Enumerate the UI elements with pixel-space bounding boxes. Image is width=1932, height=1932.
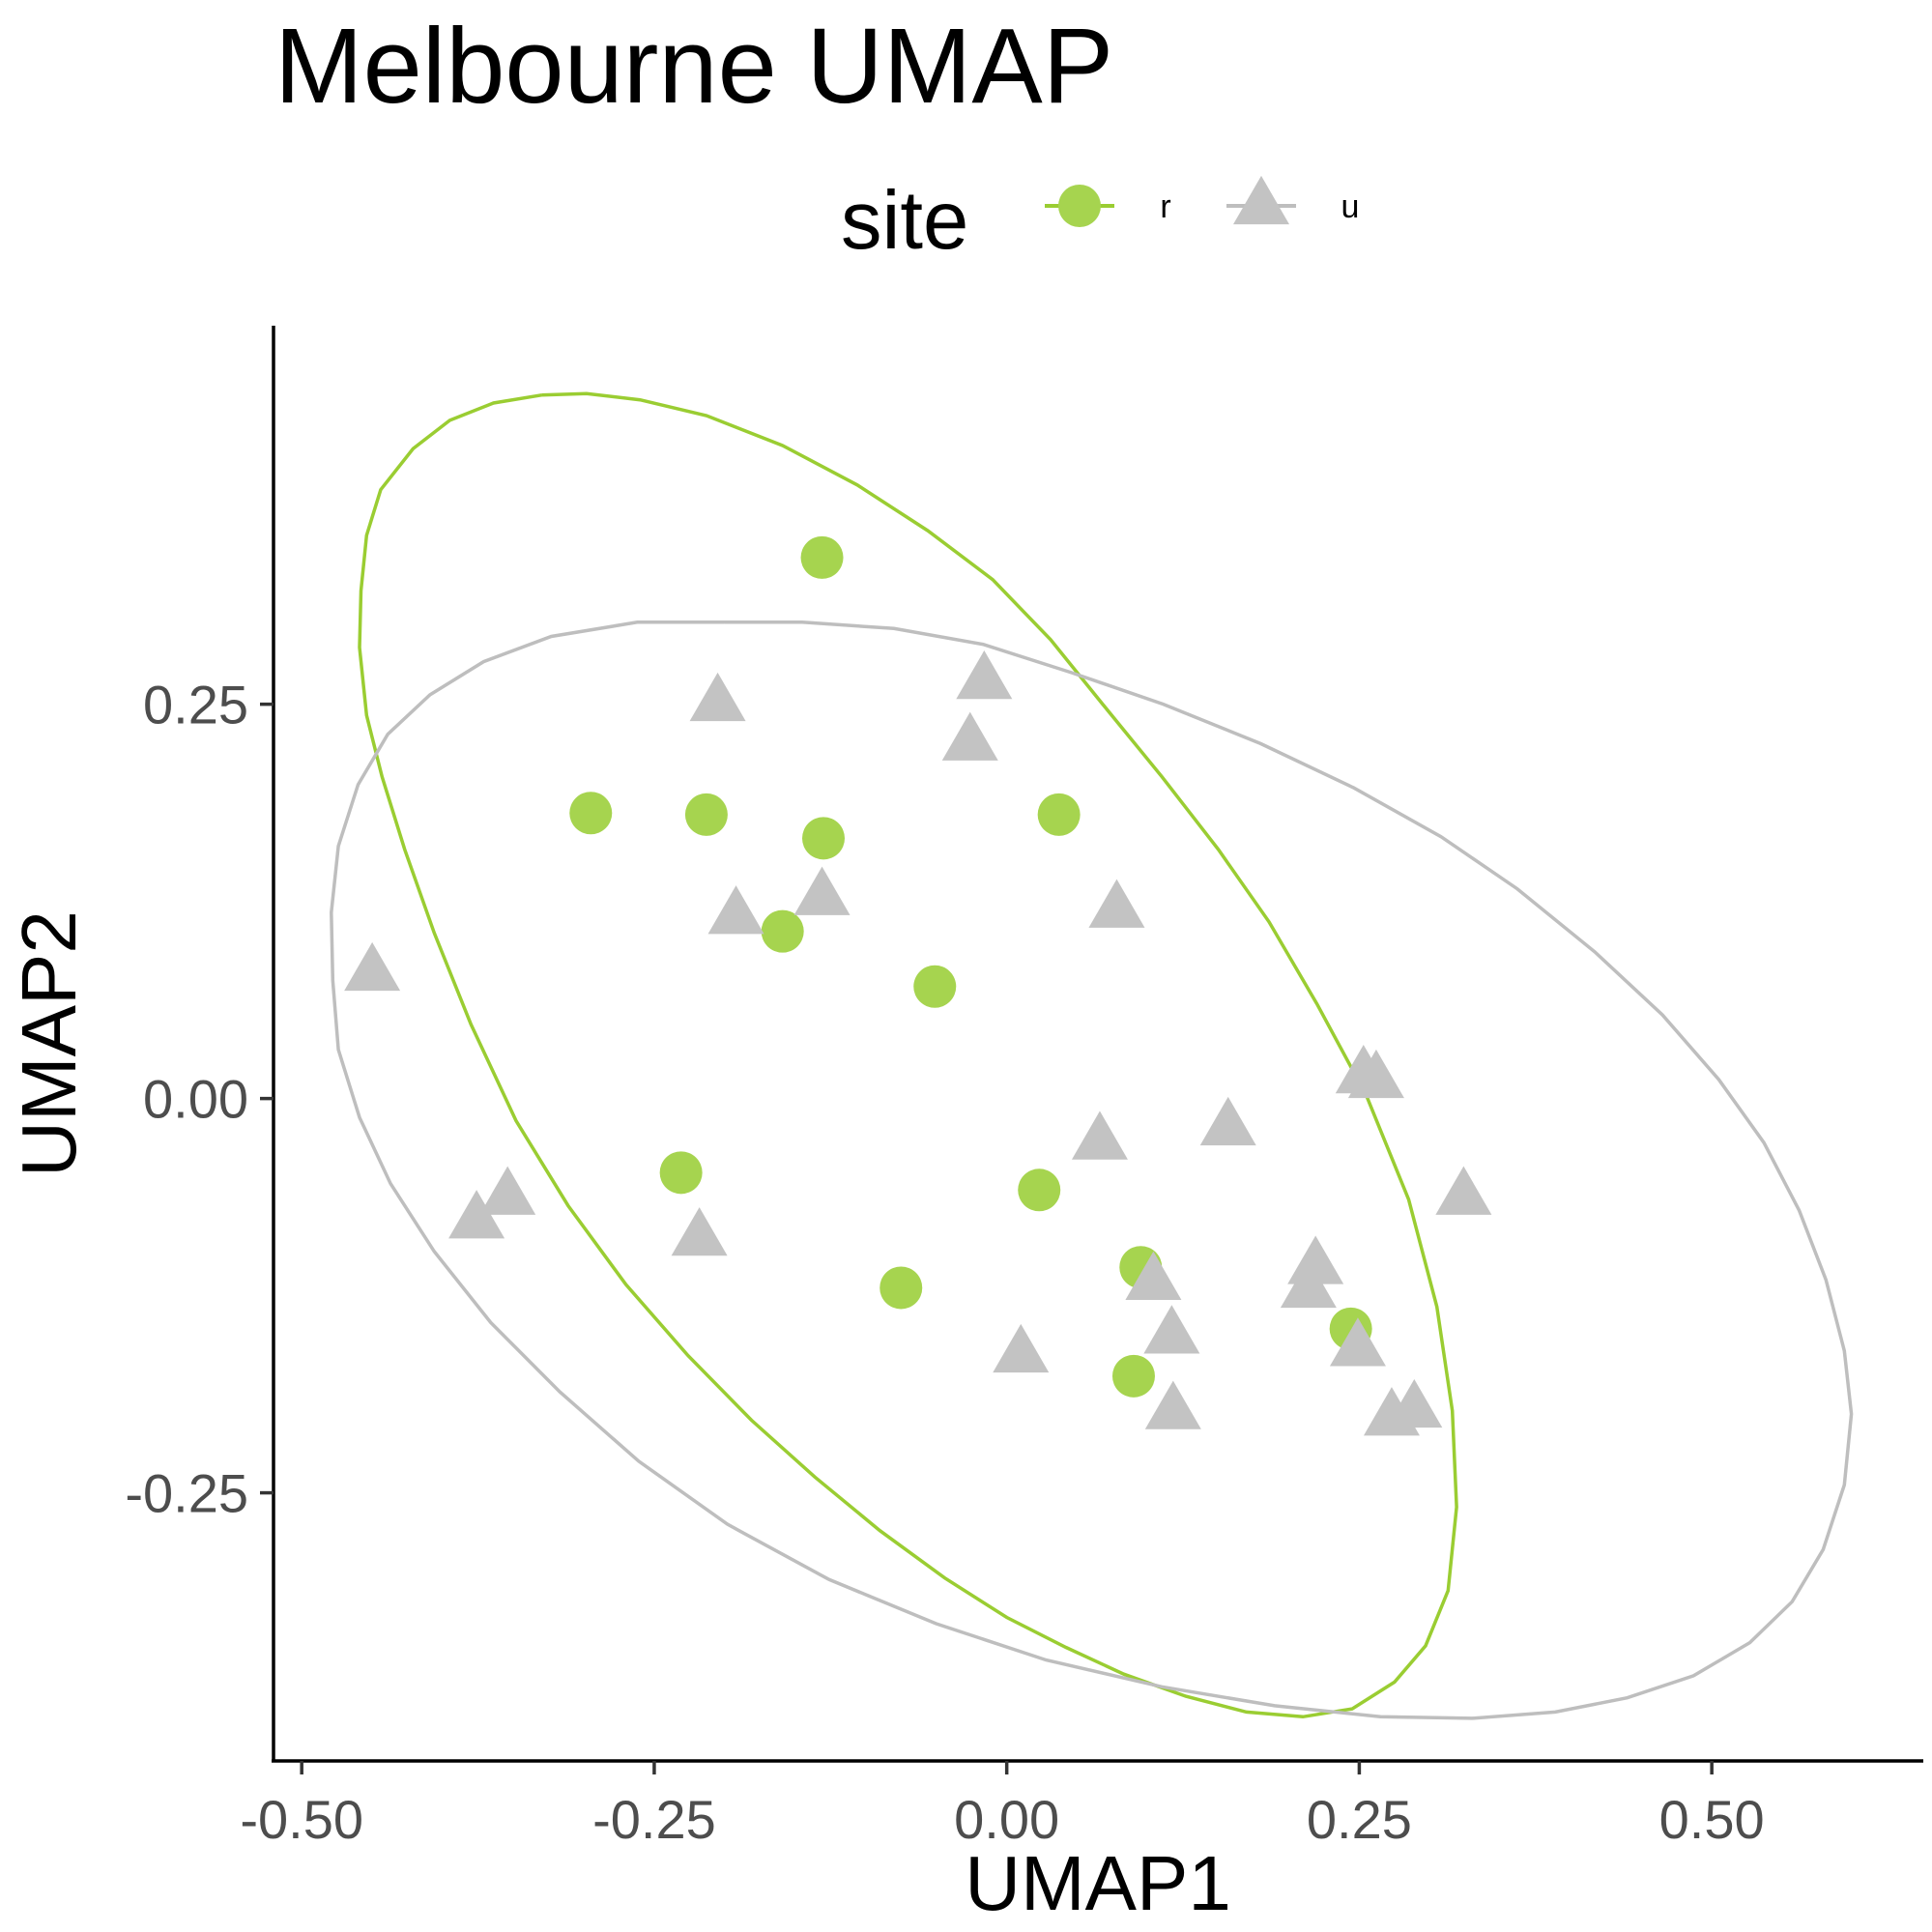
data-points (344, 535, 1492, 1436)
point-r (659, 1151, 703, 1195)
x-tick-label: 0.50 (1659, 1789, 1765, 1850)
legend-label-r: r (1160, 188, 1170, 225)
y-tick-label: 0.00 (143, 1069, 248, 1130)
point-u (1280, 1258, 1337, 1309)
point-u (1347, 1049, 1404, 1099)
point-u (479, 1166, 536, 1215)
x-tick-label: 0.25 (1307, 1789, 1412, 1850)
point-u (344, 941, 401, 992)
x-axis-title: UMAP1 (965, 1840, 1231, 1926)
point-u (956, 650, 1013, 700)
point-u (448, 1190, 505, 1239)
point-u (1144, 1380, 1201, 1429)
x-tick-label: -0.50 (240, 1789, 363, 1850)
confidence-ellipses (330, 391, 1854, 1720)
point-u (1071, 1110, 1128, 1160)
ellipse-u (330, 620, 1854, 1720)
point-u (1143, 1305, 1200, 1354)
point-u (1125, 1251, 1182, 1300)
point-r (802, 817, 845, 860)
point-r (913, 965, 957, 1008)
point-u (689, 672, 746, 722)
axes: -0.50 -0.25 0.00 0.25 0.50 -0.25 0.00 0.25 (125, 326, 1923, 1850)
point-u (1088, 879, 1145, 928)
point-u (1435, 1166, 1492, 1215)
point-u (1386, 1378, 1443, 1428)
y-axis-ticks: -0.25 0.00 0.25 (125, 675, 274, 1524)
chart-title: Melbourne UMAP (274, 7, 1113, 126)
point-u (993, 1323, 1050, 1373)
point-u (941, 711, 998, 761)
ellipse-r (358, 391, 1458, 1719)
legend-item-r: r (1045, 185, 1171, 227)
legend-label-u: u (1341, 188, 1360, 225)
legend-title: site (841, 175, 968, 267)
point-u (707, 885, 764, 935)
point-r (879, 1266, 923, 1310)
legend-item-u: u (1226, 175, 1360, 225)
point-r (1018, 1168, 1061, 1212)
point-r (569, 792, 613, 835)
point-r (761, 909, 804, 953)
y-tick-label: 0.25 (143, 675, 248, 735)
point-r (1037, 793, 1081, 836)
point-r (1111, 1354, 1155, 1398)
x-tick-label: 0.00 (954, 1789, 1059, 1850)
x-axis-ticks: -0.50 -0.25 0.00 0.25 0.50 (240, 1761, 1765, 1850)
point-u (1199, 1096, 1256, 1146)
y-tick-label: -0.25 (125, 1463, 248, 1524)
point-r (684, 793, 728, 836)
y-axis-title: UMAP2 (6, 910, 92, 1177)
point-r (800, 535, 844, 579)
point-u (1329, 1317, 1386, 1367)
legend-key-triangle-u (1233, 175, 1289, 225)
x-tick-label: -0.25 (592, 1789, 716, 1850)
legend-key-circle-r (1058, 185, 1101, 227)
point-u (793, 866, 851, 915)
point-u (671, 1207, 728, 1256)
